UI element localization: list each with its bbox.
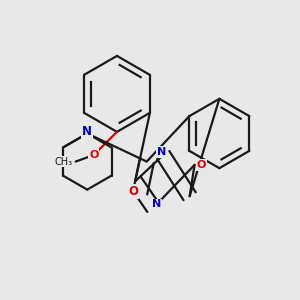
Text: O: O xyxy=(196,160,206,170)
Text: N: N xyxy=(157,147,166,157)
Text: O: O xyxy=(89,150,98,160)
Text: N: N xyxy=(82,125,92,138)
Text: CH₃: CH₃ xyxy=(54,157,72,166)
Text: O: O xyxy=(128,185,139,198)
Text: N: N xyxy=(152,200,161,209)
